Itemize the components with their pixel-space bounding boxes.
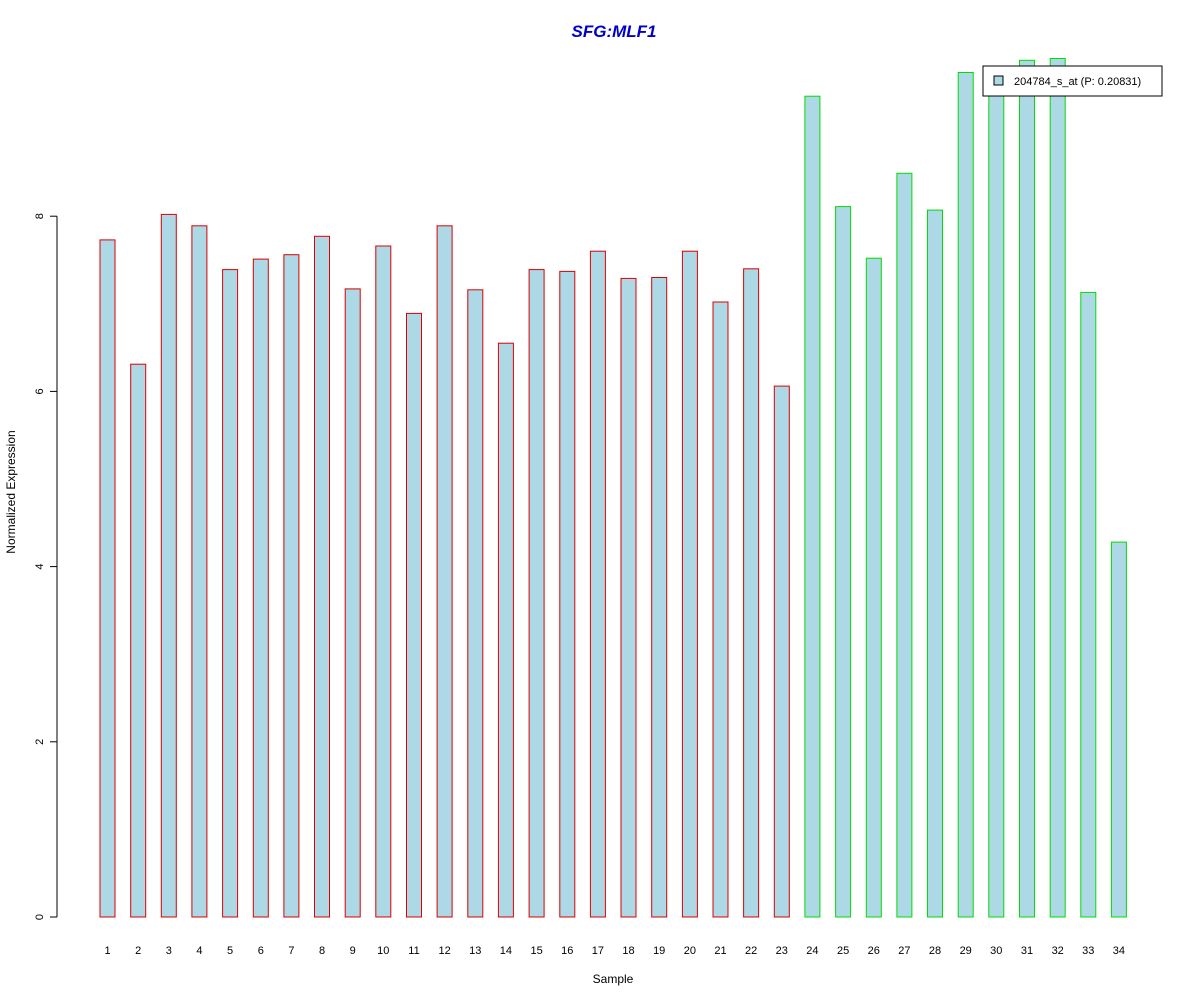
bar bbox=[344, 288, 361, 918]
bar bbox=[681, 250, 698, 918]
x-tick-label: 21 bbox=[714, 945, 726, 957]
x-tick-label: 9 bbox=[350, 945, 356, 957]
legend-label: 204784_s_at (P: 0.20831) bbox=[1014, 76, 1141, 88]
bars-group bbox=[99, 58, 1127, 918]
x-tick-label: 31 bbox=[1021, 945, 1033, 957]
x-tick-label: 33 bbox=[1082, 945, 1094, 957]
x-tick-label: 16 bbox=[561, 945, 573, 957]
bar bbox=[835, 206, 852, 918]
x-tick-label: 2 bbox=[135, 945, 141, 957]
x-tick-label: 7 bbox=[288, 945, 294, 957]
bar bbox=[988, 76, 1005, 918]
bar bbox=[620, 277, 637, 918]
bar bbox=[497, 342, 514, 918]
bar bbox=[528, 269, 545, 918]
x-tick-label: 30 bbox=[990, 945, 1002, 957]
x-tick-label: 26 bbox=[868, 945, 880, 957]
x-tick-label: 5 bbox=[227, 945, 233, 957]
legend-swatch bbox=[993, 75, 1004, 86]
x-tick-label: 12 bbox=[438, 945, 450, 957]
x-tick-label: 22 bbox=[745, 945, 757, 957]
bar bbox=[375, 245, 392, 918]
bar bbox=[222, 269, 239, 918]
y-tick-label: 2 bbox=[34, 739, 46, 745]
x-tick-label: 20 bbox=[684, 945, 696, 957]
x-tick-label: 17 bbox=[592, 945, 604, 957]
x-tick-label: 11 bbox=[408, 945, 419, 957]
bar bbox=[957, 72, 974, 918]
bar bbox=[252, 258, 269, 918]
y-axis-label: Normalized Expression bbox=[4, 430, 18, 553]
bar bbox=[712, 301, 729, 918]
x-tick-label: 10 bbox=[377, 945, 389, 957]
x-tick-label: 34 bbox=[1113, 945, 1125, 957]
bar bbox=[804, 95, 821, 918]
x-tick-label: 3 bbox=[166, 945, 172, 957]
legend-box bbox=[982, 65, 1163, 97]
x-tick-label: 14 bbox=[500, 945, 512, 957]
bar bbox=[191, 225, 208, 918]
x-tick-label: 4 bbox=[196, 945, 202, 957]
x-tick-label: 1 bbox=[104, 945, 110, 957]
bar bbox=[1049, 58, 1066, 918]
bar bbox=[1080, 291, 1097, 918]
y-tick-label: 0 bbox=[34, 914, 46, 920]
bar bbox=[283, 254, 300, 918]
bar bbox=[406, 312, 422, 918]
bar bbox=[743, 268, 760, 918]
x-tick-labels: 1 2 3 4 5 6 7 8 9 10 11 12 13 14 15 16 17 18 19 20 21 22 23 24 2… bbox=[104, 945, 1125, 957]
bar bbox=[1110, 541, 1127, 918]
x-tick-label: 27 bbox=[898, 945, 910, 957]
x-tick-label: 23 bbox=[776, 945, 788, 957]
x-tick-label: 8 bbox=[319, 945, 325, 957]
bar bbox=[160, 213, 177, 918]
bar bbox=[927, 209, 943, 918]
y-tick-label: 4 bbox=[34, 564, 46, 570]
x-tick-label: 13 bbox=[469, 945, 481, 957]
x-tick-label: 29 bbox=[960, 945, 972, 957]
bar bbox=[896, 172, 913, 918]
bar bbox=[865, 257, 882, 918]
x-tick-label: 15 bbox=[530, 945, 542, 957]
chart-title: SFG:MLF1 bbox=[572, 22, 657, 41]
bar bbox=[130, 363, 147, 918]
x-tick-label: 18 bbox=[622, 945, 634, 957]
bar bbox=[773, 385, 790, 918]
x-axis-label: Sample bbox=[593, 972, 634, 986]
x-tick-label: 24 bbox=[806, 945, 818, 957]
bar bbox=[467, 289, 484, 918]
bar bbox=[559, 270, 576, 918]
x-tick-label: 19 bbox=[653, 945, 665, 957]
bar bbox=[1019, 59, 1035, 918]
bar bbox=[314, 235, 330, 918]
bar bbox=[589, 250, 606, 918]
y-axis: 0 2 4 6 8 bbox=[34, 213, 58, 920]
bar bbox=[436, 225, 453, 918]
bar bbox=[651, 277, 668, 918]
y-tick-label: 6 bbox=[34, 388, 46, 394]
legend: 204784_s_at (P: 0.20831) bbox=[982, 65, 1163, 97]
x-tick-label: 25 bbox=[837, 945, 849, 957]
y-tick-label: 8 bbox=[34, 213, 46, 219]
x-tick-label: 28 bbox=[929, 945, 941, 957]
bar bbox=[99, 239, 116, 918]
x-tick-label: 6 bbox=[258, 945, 264, 957]
x-tick-label: 32 bbox=[1052, 945, 1064, 957]
